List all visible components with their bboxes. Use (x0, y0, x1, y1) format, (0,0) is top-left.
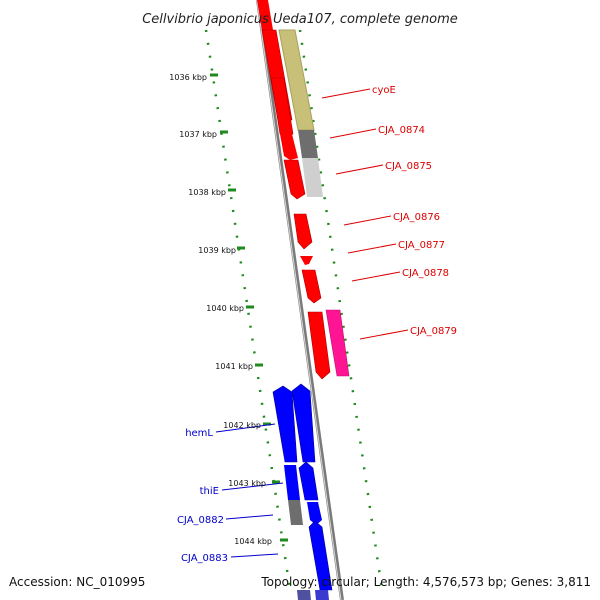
gene-label-cja0875[interactable]: CJA_0875 (385, 161, 432, 172)
tick-label: 1043 kbp (228, 479, 266, 488)
gene-labels-right: cyoE CJA_0874 CJA_0875 CJA_0876 CJA_0877… (372, 85, 457, 337)
tick-label: 1039 kbp (198, 246, 236, 255)
label-leaders-right (321, 88, 409, 340)
gene-labels-left: hemL thiE CJA_0882 CJA_0883 (177, 428, 228, 564)
genome-summary-text: Topology: circular; Length: 4,576,573 bp… (260, 575, 591, 589)
tick-label: 1036 kbp (169, 73, 207, 82)
gene-blue-8[interactable] (315, 590, 329, 600)
gene-label-cyoe[interactable]: cyoE (372, 85, 396, 96)
gene-red-9[interactable] (307, 311, 331, 380)
gene-blue-5[interactable] (307, 502, 322, 525)
gene-blue-7[interactable] (297, 590, 311, 600)
gene-red-6[interactable] (293, 213, 313, 250)
accession-text: Accession: NC_010995 (9, 575, 145, 589)
gene-blue-2[interactable] (291, 383, 316, 463)
gene-label-cja0874[interactable]: CJA_0874 (378, 125, 425, 136)
gene-blue-3[interactable] (284, 465, 300, 500)
tick-marks (210, 73, 288, 542)
gene-label-cja0883[interactable]: CJA_0883 (181, 553, 228, 564)
gene-block-gray-light[interactable] (302, 158, 323, 197)
gene-blue-4[interactable] (298, 461, 319, 501)
gene-label-cja0878[interactable]: CJA_0878 (402, 268, 449, 279)
gene-label-cja0876[interactable]: CJA_0876 (393, 212, 440, 223)
tick-label: 1041 kbp (215, 362, 253, 371)
gene-label-cja0879[interactable]: CJA_0879 (410, 326, 457, 337)
tick-labels: 1036 kbp 1037 kbp 1038 kbp 1039 kbp 1040… (169, 73, 272, 546)
genome-backbone (256, 0, 344, 600)
gene-label-cja0877[interactable]: CJA_0877 (398, 240, 445, 251)
tick-label: 1040 kbp (206, 304, 244, 313)
gene-red-5[interactable] (283, 159, 306, 200)
tick-label: 1042 kbp (223, 421, 261, 430)
label-leaders-left (215, 423, 284, 558)
gene-red-4[interactable] (280, 134, 298, 160)
gene-red-1[interactable] (257, 0, 273, 30)
gene-blue-1[interactable] (272, 385, 298, 463)
tick-label: 1037 kbp (179, 130, 217, 139)
gene-red-8[interactable] (301, 269, 322, 304)
gene-label-thie[interactable]: thiE (200, 486, 219, 497)
gene-label-heml[interactable]: hemL (185, 428, 213, 439)
gene-label-cja0882[interactable]: CJA_0882 (177, 515, 224, 526)
tick-label: 1044 kbp (234, 537, 272, 546)
gene-gray-block[interactable] (288, 500, 303, 525)
gene-magenta[interactable] (325, 309, 350, 377)
genome-backbone-highlight (256, 0, 342, 600)
gene-block-gray-dark[interactable] (298, 130, 318, 158)
tick-label: 1038 kbp (188, 188, 226, 197)
gene-red-7[interactable] (300, 256, 313, 265)
genome-title: Cellvibrio japonicus Ueda107, complete g… (142, 12, 458, 27)
